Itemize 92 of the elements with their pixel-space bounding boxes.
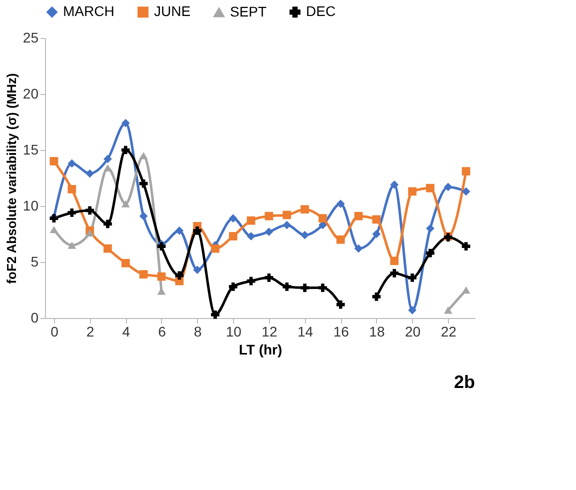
point [462, 167, 470, 176]
point [354, 212, 363, 220]
point [228, 232, 238, 240]
x-tick-label: 16 [333, 324, 350, 340]
legend-label: SEPT [230, 3, 268, 20]
text: 2b [454, 372, 475, 392]
x-axis-title: LT (hr) [238, 342, 282, 358]
point [104, 220, 112, 228]
y-tick-label: 0 [30, 310, 39, 326]
point [86, 169, 94, 178]
point [282, 220, 292, 230]
point [139, 270, 148, 279]
point [264, 212, 274, 220]
point [336, 235, 345, 244]
point [228, 282, 238, 291]
point [300, 205, 309, 214]
y-tick-label: 25 [22, 30, 39, 46]
point [300, 284, 309, 292]
point [444, 182, 452, 192]
point [354, 244, 363, 253]
point [175, 226, 184, 235]
x-tick-label: 22 [440, 324, 457, 340]
x-tick-label: 20 [405, 324, 421, 340]
point [318, 284, 327, 292]
point [86, 206, 94, 215]
point [211, 244, 220, 253]
point [121, 146, 130, 154]
point [193, 266, 202, 274]
x-tick-label: 18 [369, 324, 385, 340]
point [300, 230, 309, 240]
y-axis-title: foF2 Absolute variability (σ) (MHz) [4, 73, 19, 284]
point [68, 242, 76, 249]
point [121, 200, 130, 208]
point [282, 210, 292, 220]
x-tick-label: 12 [262, 324, 278, 340]
point [246, 216, 256, 225]
point [282, 282, 292, 291]
point [390, 180, 399, 189]
point [121, 258, 130, 268]
point [318, 214, 327, 223]
point [121, 118, 130, 128]
point [86, 229, 94, 237]
point [157, 272, 166, 281]
x-tick-label: 4 [122, 324, 130, 340]
point [336, 200, 345, 208]
legend-label: MARCH [63, 3, 114, 20]
point [193, 226, 202, 235]
x-tick-label: 6 [158, 324, 166, 340]
point [50, 226, 58, 234]
point [68, 208, 76, 217]
point [264, 273, 274, 282]
point [390, 269, 399, 278]
point [104, 154, 112, 164]
point [462, 187, 470, 196]
point [157, 242, 166, 251]
point [104, 244, 112, 253]
point [246, 232, 256, 240]
point [426, 224, 434, 233]
point [139, 212, 148, 220]
point [426, 184, 434, 192]
point [444, 306, 452, 314]
x-tick-label: 0 [50, 324, 59, 340]
legend-label: JUNE [154, 3, 191, 20]
point [50, 157, 58, 166]
point [462, 286, 470, 294]
x-tick-label: 10 [226, 324, 242, 340]
point [408, 306, 416, 314]
point [408, 187, 416, 196]
y-tick-label: 5 [30, 254, 39, 270]
point [211, 310, 220, 319]
point [336, 300, 345, 309]
point [68, 159, 76, 168]
point [372, 215, 381, 224]
y-tick-label: 10 [22, 198, 39, 214]
x-tick-label: 2 [86, 324, 94, 340]
point [390, 256, 399, 266]
point [264, 228, 274, 236]
point [68, 185, 76, 194]
point [139, 179, 148, 188]
point [175, 271, 184, 280]
point [462, 242, 470, 251]
y-tick-label: 15 [22, 142, 39, 158]
legend-label: DEC [306, 3, 336, 20]
point [372, 292, 381, 301]
y-tick-label: 20 [22, 86, 39, 102]
point [408, 273, 416, 282]
point [228, 214, 238, 223]
point [426, 248, 434, 258]
point [372, 230, 381, 238]
x-tick-label: 14 [298, 324, 314, 340]
point [139, 152, 148, 160]
x-tick-label: 8 [194, 324, 202, 340]
